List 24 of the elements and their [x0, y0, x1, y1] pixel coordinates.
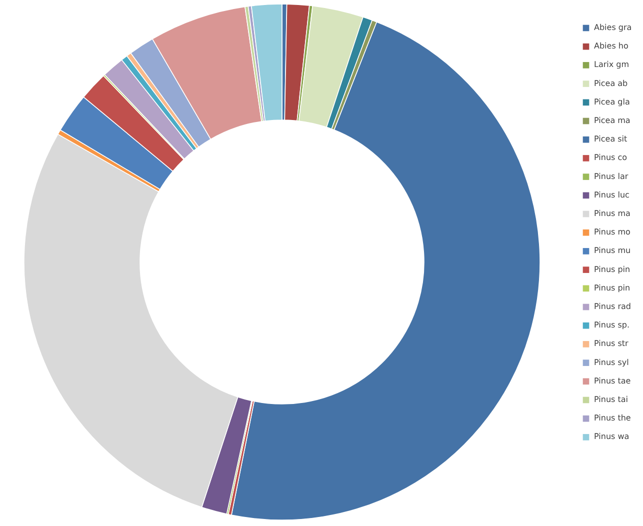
legend-label: Picea ab	[594, 78, 628, 88]
legend-label: Pinus luc	[594, 190, 630, 200]
legend-label: Pinus mu	[594, 246, 631, 256]
legend-label: Pinus sp.	[594, 320, 630, 330]
legend-label: Pinus syl	[594, 358, 629, 367]
legend-label: Pinus rad	[594, 302, 631, 311]
legend-label: Abies ho	[594, 42, 628, 51]
legend-label: Pinus tae	[594, 376, 631, 386]
legend-label: Pinus str	[594, 339, 630, 348]
legend-label: Pinus ma	[594, 209, 631, 218]
legend-label: Abies gra	[594, 23, 632, 32]
legend-label: Pinus tai	[594, 395, 628, 404]
legend-label: Pinus pin	[594, 264, 630, 274]
legend-label: Pinus the	[594, 414, 631, 423]
legend-label: Picea ma	[594, 116, 630, 125]
legend-label: Pinus wa	[594, 432, 630, 442]
legend-label: Picea sit	[594, 134, 628, 144]
donut-slice	[231, 22, 540, 520]
legend-label: Picea gla	[594, 97, 630, 106]
legend-label: Pinus co	[594, 153, 628, 162]
legend-label: Pinus lar	[594, 172, 629, 181]
legend-label: Pinus pin	[594, 283, 630, 292]
legend-label: Larix gm	[594, 60, 630, 70]
legend-label: Pinus mo	[594, 228, 631, 237]
